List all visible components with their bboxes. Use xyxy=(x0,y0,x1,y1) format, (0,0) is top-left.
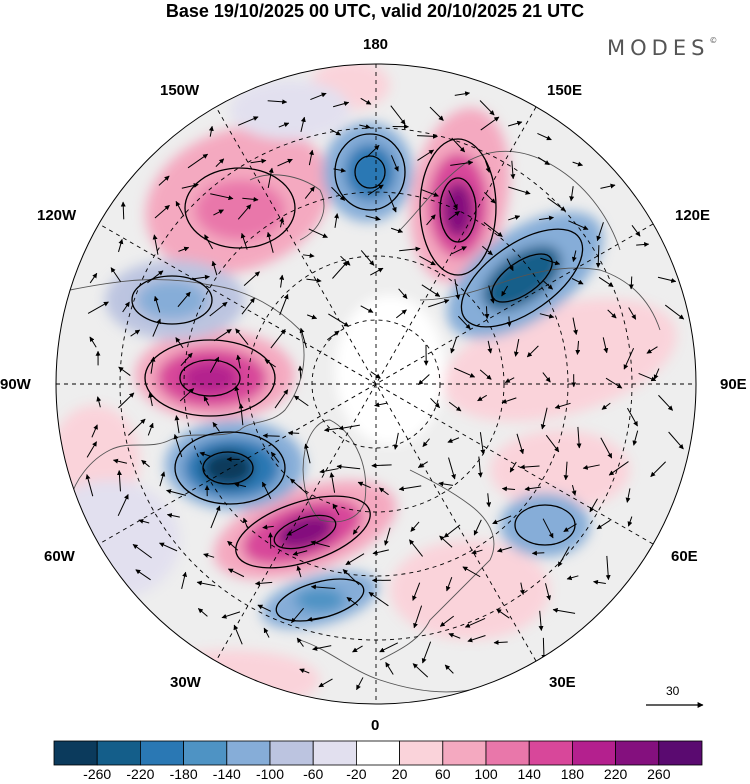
trough-labrador-core xyxy=(202,450,254,486)
wind-arrow xyxy=(532,553,544,554)
lon-label-30w: 30W xyxy=(170,675,201,691)
colorbar-tick-label: 260 xyxy=(647,766,670,782)
colorbar-tick-label: -20 xyxy=(346,766,366,782)
ridge-west-africa xyxy=(140,650,320,710)
lon-label-30e: 30E xyxy=(549,675,576,691)
polar-map xyxy=(0,0,750,740)
colorbar xyxy=(53,740,705,766)
colorbar-box xyxy=(270,741,313,765)
lon-label-180: 180 xyxy=(363,37,388,53)
colorbar-tick-label: -100 xyxy=(256,766,284,782)
colorbar-tick-label: -220 xyxy=(126,766,154,782)
lon-label-150e: 150E xyxy=(547,83,582,99)
trough-caspian xyxy=(500,493,590,557)
colorbar-box xyxy=(54,741,97,765)
colorbar-box xyxy=(616,741,659,765)
trough-kamchatka-core xyxy=(345,144,395,200)
lon-label-120e: 120E xyxy=(675,208,710,224)
colorbar-tick-label: -140 xyxy=(213,766,241,782)
polar-calm-region xyxy=(335,295,445,445)
wind-arrow xyxy=(263,436,280,437)
ridge-north-pacific-core xyxy=(195,180,285,240)
ridge-canada-core xyxy=(182,362,238,394)
trough-central-pacific xyxy=(230,80,350,140)
trough-north-america-west xyxy=(40,480,180,600)
colorbar-tick-label: 220 xyxy=(604,766,627,782)
colorbar-box xyxy=(572,741,615,765)
lon-label-150w: 150W xyxy=(160,83,199,99)
wind-arrow xyxy=(486,306,487,318)
wind-arrow xyxy=(631,276,632,288)
colorbar-box xyxy=(356,741,399,765)
lon-label-90w: 90W xyxy=(0,377,31,393)
reference-vector-label: 30 xyxy=(666,684,679,698)
colorbar-tick-label: -180 xyxy=(170,766,198,782)
lon-label-60e: 60E xyxy=(671,549,698,565)
colorbar-box xyxy=(140,741,183,765)
trough-east-atlantic-core xyxy=(295,588,345,612)
ridge-east-siberia-core xyxy=(442,182,474,238)
lon-label-90e: 90E xyxy=(720,377,747,393)
wind-arrow xyxy=(288,433,299,434)
wind-arrow xyxy=(509,316,510,326)
lon-label-60w: 60W xyxy=(44,549,75,565)
colorbar-tick-label: 140 xyxy=(518,766,541,782)
colorbar-tick-label: -60 xyxy=(303,766,323,782)
colorbar-box xyxy=(184,741,227,765)
colorbar-ticks: -260 -220 -180 -140 -100 -60 -20 20 60 100 140 180 2… xyxy=(0,766,750,784)
colorbar-tick-label: 100 xyxy=(474,766,497,782)
colorbar-box xyxy=(227,741,270,765)
colorbar-tick-label: 60 xyxy=(435,766,451,782)
colorbar-tick-label: -260 xyxy=(83,766,111,782)
colorbar-box xyxy=(486,741,529,765)
colorbar-box xyxy=(443,741,486,765)
colorbar-tick-label: 180 xyxy=(561,766,584,782)
lon-label-0: 0 xyxy=(371,718,379,734)
colorbar-box xyxy=(659,741,702,765)
colorbar-box xyxy=(400,741,443,765)
colorbar-box xyxy=(529,741,572,765)
colorbar-box xyxy=(97,741,140,765)
wind-arrow xyxy=(123,202,124,219)
colorbar-box xyxy=(313,741,356,765)
colorbar-tick-label: 20 xyxy=(392,766,408,782)
trough-gulf-of-alaska-core xyxy=(137,280,207,320)
lon-label-120w: 120W xyxy=(37,208,76,224)
